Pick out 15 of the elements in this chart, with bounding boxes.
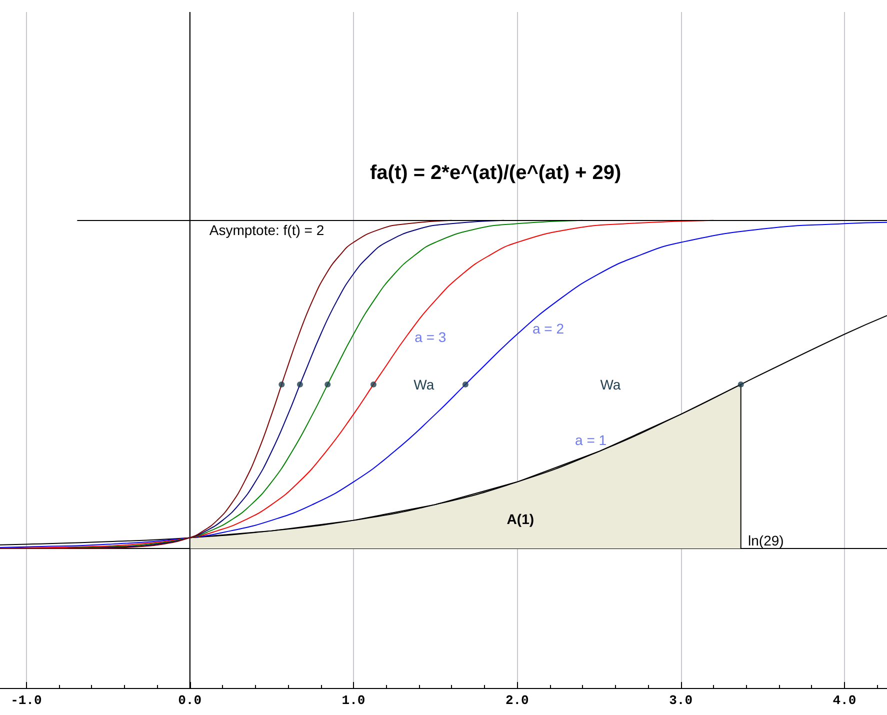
annotation: A(1) [506, 511, 534, 527]
x-tick-label: 1.0 [342, 693, 366, 708]
x-tick-label: 0.0 [178, 693, 202, 708]
x-tick-label: 2.0 [505, 693, 530, 708]
x-tick-label: 4.0 [832, 693, 856, 708]
annotation: ln(29) [748, 532, 784, 548]
annotation: a = 1 [575, 432, 607, 448]
chart-title: fa(t) = 2*e^(at)/(e^(at) + 29) [370, 162, 622, 184]
annotation: a = 3 [414, 328, 446, 345]
annotation: Wa [600, 376, 621, 392]
annotation: Asymptote: f(t) = 2 [209, 222, 324, 238]
x-tick-label: 3.0 [669, 693, 693, 708]
annotation: Wa [414, 376, 434, 392]
x-tick-label: -1.0 [10, 693, 42, 708]
annotation: a = 2 [532, 320, 564, 337]
